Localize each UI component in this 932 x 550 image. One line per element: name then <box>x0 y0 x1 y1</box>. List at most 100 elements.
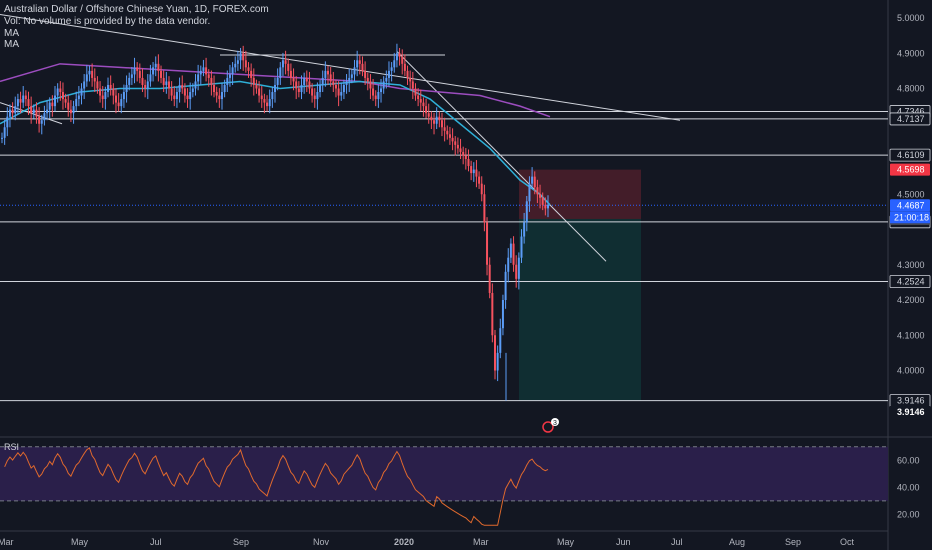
candle-body <box>266 102 269 107</box>
candle-body <box>191 88 194 93</box>
rsi-band <box>0 446 888 501</box>
level-tag-bg-1 <box>889 112 931 126</box>
candle-body <box>152 67 155 75</box>
candle-body <box>372 88 375 96</box>
candle-body <box>130 74 133 78</box>
candle-body <box>334 84 337 89</box>
level-tag-bg-2 <box>889 148 931 162</box>
candle-body <box>244 60 247 68</box>
rsi-tick-label-1: 40.00 <box>897 482 920 492</box>
countdown-label: 21:00:18 <box>894 212 929 222</box>
candle-body <box>165 81 168 85</box>
candle-body <box>366 77 369 82</box>
candle-body <box>138 70 141 78</box>
candle-body <box>414 88 417 96</box>
price-tick-label-4: 4.3000 <box>897 260 925 270</box>
candle-body <box>69 109 72 114</box>
candle-body <box>64 99 67 103</box>
candle-body <box>218 95 221 100</box>
candle-body <box>175 92 178 100</box>
candle-body <box>220 92 223 100</box>
time-tick-label-9: Jul <box>671 537 683 547</box>
candle-body <box>46 109 49 114</box>
candle-body <box>393 60 396 68</box>
main-pane <box>0 0 888 436</box>
candle-body <box>443 127 446 131</box>
candle-body <box>321 77 324 85</box>
candle-body <box>486 222 489 265</box>
candle-body <box>234 63 237 68</box>
candle-body <box>236 60 239 64</box>
time-tick-label-1: May <box>71 537 89 547</box>
candle-body <box>32 109 35 114</box>
candles <box>1 43 549 401</box>
candle-body <box>398 53 401 57</box>
candle-body <box>308 81 311 89</box>
ma-indicator-label-2[interactable]: MA <box>4 39 19 50</box>
candle-body <box>499 328 502 353</box>
candle-body <box>382 81 385 89</box>
candle-body <box>340 92 343 96</box>
time-tick-label-0: Mar <box>0 537 14 547</box>
level-tag-bg-4 <box>889 275 931 288</box>
candle-body <box>342 84 345 93</box>
countdown-bg <box>890 211 930 224</box>
candle-body <box>88 70 91 75</box>
candle-body <box>523 222 526 237</box>
time-tick-label-8: Jun <box>616 537 631 547</box>
candle-body <box>30 106 33 114</box>
candle-body <box>252 77 255 85</box>
candle-body <box>255 84 258 89</box>
candle-body <box>56 88 59 96</box>
candle-body <box>22 95 25 103</box>
candle-body <box>107 84 110 93</box>
rsi-tick-label-2: 20.00 <box>897 509 920 519</box>
candle-body <box>112 88 115 96</box>
rsi-label[interactable]: RSI <box>4 442 20 452</box>
level-tag-4: 4.2524 <box>897 277 925 287</box>
price-tick-label-7: 4.0000 <box>897 366 925 376</box>
candle-body <box>406 70 409 78</box>
candle-body <box>215 92 218 96</box>
candle-body <box>403 63 406 71</box>
candle-body <box>258 88 261 96</box>
candle-body <box>6 116 9 128</box>
price-tick-label-6: 4.1000 <box>897 330 925 340</box>
candle-body <box>509 243 512 258</box>
candle-body <box>472 169 475 174</box>
candle-body <box>369 81 372 89</box>
candle-body <box>440 120 443 128</box>
candle-body <box>99 88 102 96</box>
time-tick-label-12: Oct <box>840 537 855 547</box>
candle-body <box>401 56 404 64</box>
candle-body <box>438 116 441 121</box>
candle-body <box>501 300 504 329</box>
candle-body <box>467 159 470 167</box>
candle-body <box>162 77 165 85</box>
time-tick-label-6: Mar <box>473 537 489 547</box>
candle-body <box>417 95 420 100</box>
candle-body <box>154 63 157 68</box>
ma-indicator-label-1[interactable]: MA <box>4 28 19 39</box>
candle-body <box>470 166 473 174</box>
trendline-0 <box>0 13 681 121</box>
candle-body <box>284 60 287 64</box>
candle-body <box>324 70 327 78</box>
candle-body <box>276 77 279 85</box>
candle-body <box>189 92 192 100</box>
price-tag-last: 4.4687 <box>897 200 925 210</box>
candle-body <box>54 95 57 107</box>
candle-body <box>263 99 266 103</box>
candle-body <box>515 264 518 279</box>
candle-body <box>186 95 189 100</box>
candle-body <box>319 84 322 93</box>
low-tag-bg <box>890 406 930 418</box>
rsi-line <box>4 447 549 526</box>
candle-body <box>451 137 454 142</box>
candle-body <box>475 169 478 177</box>
price-tick-label-3: 4.5000 <box>897 189 925 199</box>
candle-body <box>167 81 170 89</box>
candle-body <box>430 116 433 121</box>
candle-body <box>157 63 160 71</box>
